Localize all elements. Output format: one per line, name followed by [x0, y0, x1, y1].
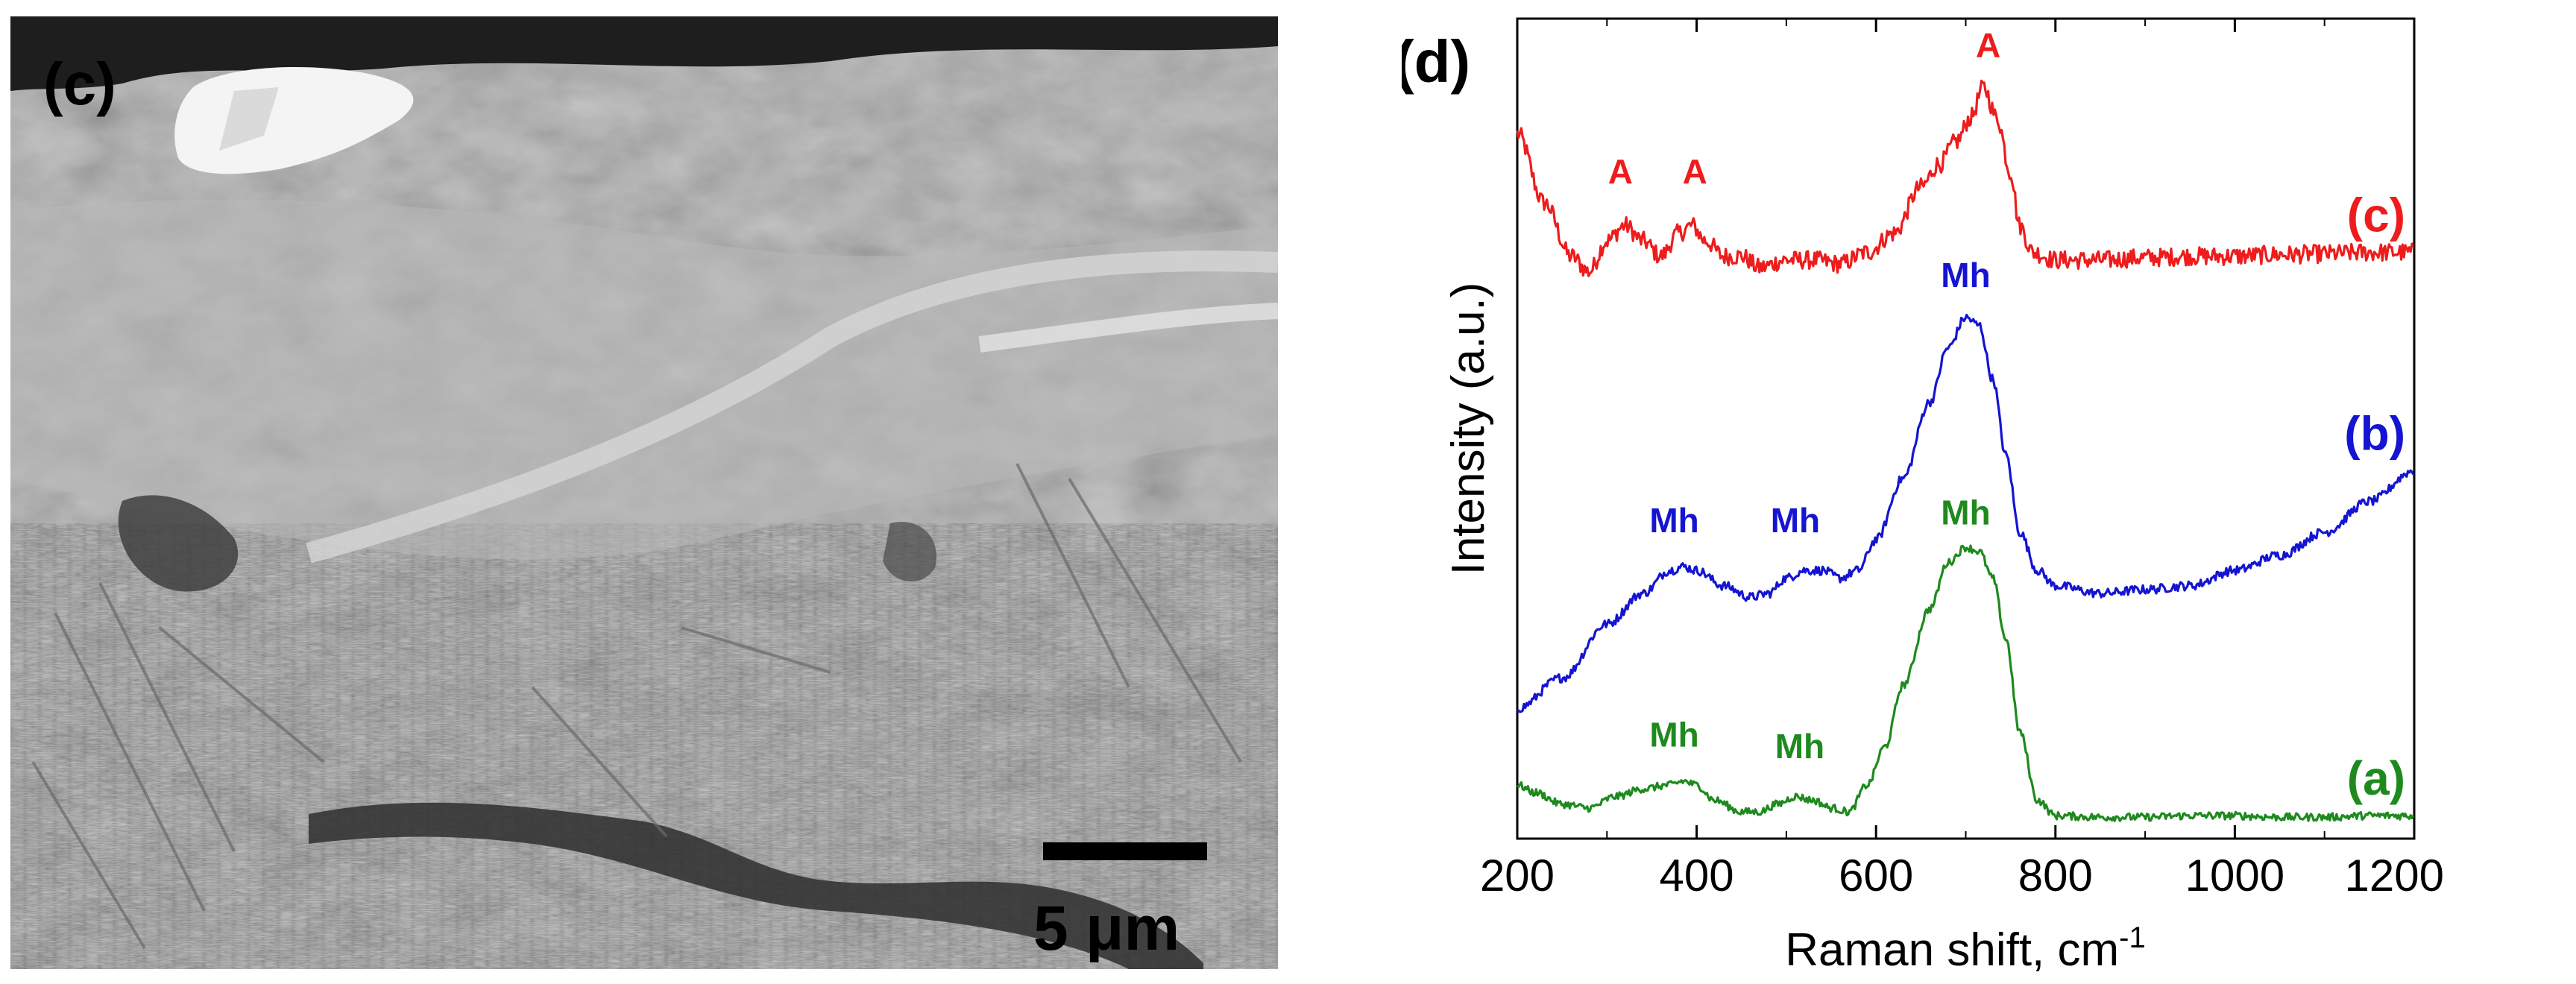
- x-axis-label: Raman shift, cm-1: [1785, 921, 2145, 976]
- inclusion-facet: [219, 87, 279, 151]
- y-axis-label: Intensity (a.u.): [1443, 283, 1494, 575]
- x-tick-label: 1200: [2345, 851, 2444, 901]
- series-label-a: (a): [2347, 751, 2405, 805]
- raman-chart: (d) 200 400 600 800 1000 1200 (c) (b) (a) A A A Mh…: [1402, 17, 2444, 976]
- light-band-right: [978, 303, 1278, 353]
- series-label-b: (b): [2344, 407, 2405, 461]
- series-labels: (c) (b) (a): [2344, 189, 2405, 806]
- x-axis-ticks: [1516, 19, 2416, 839]
- dark-seam-bottom: [309, 802, 1203, 969]
- peak-annotations: A A A Mh Mh Mh Mh Mh Mh: [1608, 25, 2000, 766]
- x-tick-label: 200: [1480, 851, 1555, 901]
- x-tick-label: 600: [1839, 851, 1913, 901]
- scale-bar-label: 5 μm: [1033, 893, 1180, 963]
- x-axis-label-text: Raman shift, cm: [1785, 924, 2119, 976]
- series-label-c: (c): [2347, 189, 2405, 242]
- x-axis-tick-labels: 200 400 600 800 1000 1200: [1480, 851, 2444, 901]
- dark-crack-top: [10, 16, 1278, 91]
- series-line-a: [1516, 544, 2415, 822]
- peak-label: Mh: [1941, 493, 1990, 532]
- dark-pit-left: [118, 495, 239, 592]
- series-layer: [1516, 79, 2415, 822]
- series-line-b: [1516, 313, 2415, 713]
- light-band: [306, 250, 1278, 564]
- x-tick-label: 400: [1660, 851, 1734, 901]
- x-tick-label: 1000: [2185, 851, 2284, 901]
- micrograph-panel-label: (c): [43, 51, 116, 117]
- series-line-c: [1516, 79, 2415, 277]
- dark-pit-right: [883, 522, 936, 582]
- peak-label: Mh: [1649, 501, 1698, 540]
- crystal-needles: [31, 463, 1242, 950]
- peak-label: A: [1608, 152, 1633, 191]
- x-tick-label: 800: [2018, 851, 2093, 901]
- peak-label: A: [1976, 25, 2000, 64]
- peak-label: A: [1683, 152, 1707, 191]
- peak-label: Mh: [1771, 501, 1820, 540]
- peak-label: Mh: [1649, 716, 1698, 754]
- scale-bar: [1043, 842, 1207, 860]
- x-axis-label-superscript: -1: [2119, 921, 2146, 954]
- chart-panel-label: (d): [1402, 28, 1470, 95]
- sem-micrograph: (c) 5 μm: [10, 16, 1278, 969]
- peak-label: Mh: [1941, 256, 1990, 294]
- peak-label: Mh: [1775, 727, 1824, 766]
